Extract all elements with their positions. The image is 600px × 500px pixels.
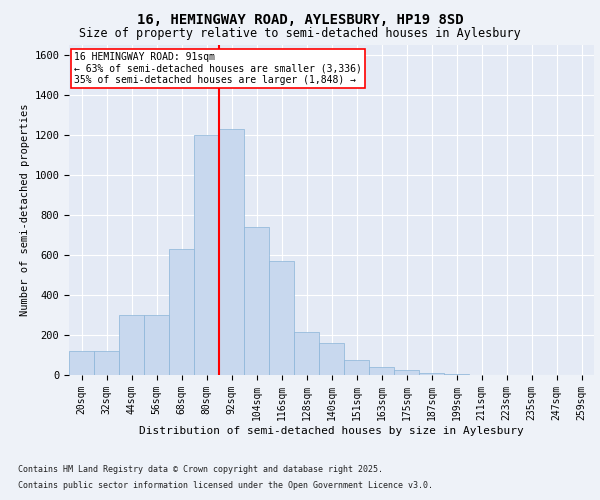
Text: Contains HM Land Registry data © Crown copyright and database right 2025.: Contains HM Land Registry data © Crown c… [18,466,383,474]
Bar [369,367,394,375]
Y-axis label: Number of semi-detached properties: Number of semi-detached properties [20,104,30,316]
Bar [294,332,319,375]
Text: Size of property relative to semi-detached houses in Aylesbury: Size of property relative to semi-detach… [79,28,521,40]
Bar [94,351,119,375]
Bar [394,370,419,375]
Bar [119,315,144,375]
Bar [194,135,219,375]
Text: 16, HEMINGWAY ROAD, AYLESBURY, HP19 8SD: 16, HEMINGWAY ROAD, AYLESBURY, HP19 8SD [137,12,463,26]
Bar [144,315,169,375]
Bar [344,360,369,375]
Bar [444,374,469,375]
Bar [419,372,444,375]
X-axis label: Distribution of semi-detached houses by size in Aylesbury: Distribution of semi-detached houses by … [139,426,524,436]
Text: 16 HEMINGWAY ROAD: 91sqm
← 63% of semi-detached houses are smaller (3,336)
35% o: 16 HEMINGWAY ROAD: 91sqm ← 63% of semi-d… [74,52,362,85]
Bar [69,351,94,375]
Text: Contains public sector information licensed under the Open Government Licence v3: Contains public sector information licen… [18,480,433,490]
Bar [169,249,194,375]
Bar [244,227,269,375]
Bar [269,261,294,375]
Bar [319,343,344,375]
Bar [219,129,244,375]
